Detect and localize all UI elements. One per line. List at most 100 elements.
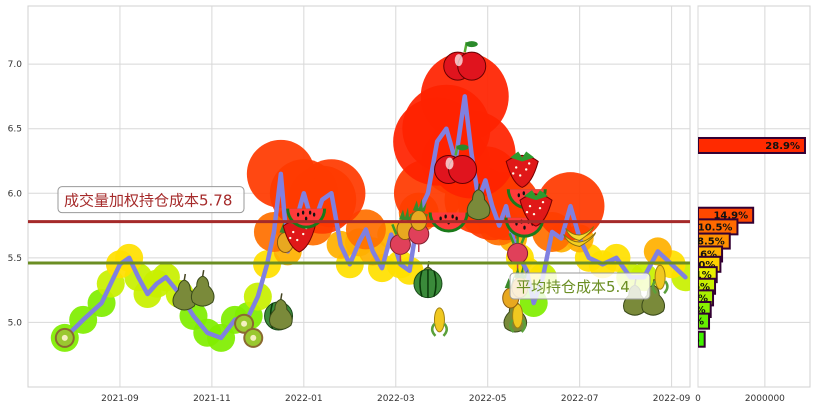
distribution-bar-label: 4.1% [680, 293, 708, 304]
melon-icon-part [419, 269, 437, 298]
strawberry-icon-part [532, 212, 536, 216]
strawberry-icon-part [538, 206, 542, 210]
y-tick-label: 5.0 [8, 318, 23, 328]
reference-label-box [57, 186, 245, 214]
kiwi-icon-part [250, 334, 257, 341]
corn-icon-part [433, 307, 445, 333]
pear-icon [269, 293, 293, 330]
apple-icon-part [448, 154, 478, 184]
main-chart-panel: 5.0 5.5 6.0 6.5 7.0 2021-09 2021-11 2022-01 2022… [8, 5, 691, 404]
corn-icon [651, 264, 669, 295]
watermelon-icon-part [301, 210, 305, 215]
x-tick-label: 2022-05 [469, 394, 507, 404]
strawberry-icon-part [302, 232, 305, 236]
apple-icon-part [456, 144, 469, 151]
reference-label: 平均持仓成本5.4 [516, 278, 630, 296]
y-tick-label: 6.0 [8, 189, 23, 199]
x-tick-label: 2022-03 [377, 394, 415, 404]
radish-icon-part [507, 242, 529, 264]
watermelon-icon-part [523, 225, 526, 230]
x-tick-label: 2021-09 [101, 394, 139, 404]
kiwi-icon [54, 327, 75, 348]
banana-icon-part [565, 226, 595, 242]
x-tick-label: 2022-09 [653, 394, 691, 404]
watermelon-icon-part [517, 193, 520, 198]
strawberry-icon [505, 151, 539, 188]
side-plot-content: 28.9%14.9%10.5%8.5%6.6%6.0%5.1%4.6%4.1%3… [672, 136, 806, 348]
distribution-bar [698, 312, 711, 330]
distribution-bar-label: 1.8% [672, 335, 700, 346]
pear-icon-part [172, 279, 197, 311]
pear-icon-part [190, 275, 215, 307]
reference-label-box [509, 272, 651, 300]
strawberry-icon-part [525, 210, 529, 214]
corn-icon [509, 303, 527, 333]
pear-icon [466, 183, 491, 221]
x-tick-label: 2022-07 [561, 394, 599, 404]
distribution-bar-panel: 0 200000028.9%14.9%10.5%8.5%6.6%6.0%5.1%4… [672, 5, 811, 404]
strawberry-icon [519, 190, 553, 227]
strawberry-icon-part [296, 238, 299, 242]
kiwi-icon [234, 313, 255, 334]
strawberry-icon-part [515, 166, 518, 169]
watermelon-icon-part [455, 216, 458, 221]
watermelon-icon-part [522, 191, 525, 196]
distribution-bar-label: 8.5% [697, 237, 725, 248]
watermelon-icon-part [439, 216, 442, 221]
apple-icon [434, 144, 478, 184]
strawberry-icon-part [523, 190, 548, 201]
pineapple-icon-part [412, 198, 427, 212]
pear-icon-part [280, 293, 283, 300]
pear-icon-part [201, 270, 205, 277]
side-plot-frame [697, 5, 811, 388]
strawberry-icon-part [292, 230, 295, 234]
watermelon-icon-part [312, 212, 316, 217]
pear-icon [190, 270, 215, 307]
distribution-bar-label: 3.0% [676, 317, 704, 328]
reference-label: 成交量加权持仓成本5.78 [64, 192, 232, 210]
distribution-bar-label: 3.5% [678, 305, 706, 316]
strawberry-icon-part [510, 151, 535, 162]
apple-icon-part [454, 54, 463, 67]
watermelon-icon-part [451, 214, 454, 219]
x-tick-label: 2022-01 [285, 394, 323, 404]
strawberry-icon-part [512, 172, 515, 175]
strawberry-icon-part [528, 204, 532, 208]
distribution-bar-label: 28.9% [765, 141, 800, 152]
apple-icon [443, 41, 487, 81]
distribution-bar-label: 4.6% [682, 282, 710, 293]
corn-icon-part [509, 319, 527, 333]
apple-icon-part [465, 41, 478, 48]
strawberry-icon-part [528, 162, 531, 165]
pineapple-icon-part [398, 207, 413, 221]
side-x-tick-label: 0 [695, 394, 701, 404]
corn-icon-part [430, 323, 448, 337]
pear-icon-part [477, 183, 481, 190]
y-tick-label: 6.5 [8, 125, 22, 135]
strawberry-icon-part [519, 174, 522, 177]
pear-icon-part [183, 273, 187, 281]
banana-icon-part [563, 232, 597, 247]
distribution-bar-label: 6.6% [689, 249, 717, 260]
strawberry-icon-part [525, 168, 528, 171]
banana-icon [563, 226, 597, 247]
kiwi-icon [243, 327, 264, 348]
pear-icon-part [269, 298, 293, 330]
melon-icon [413, 269, 443, 299]
distribution-bar-label: 10.5% [698, 222, 733, 233]
corn-icon-part [651, 280, 669, 295]
watermelon-icon-part [444, 214, 447, 219]
pear-icon-part [466, 189, 491, 221]
kiwi-icon-part [61, 334, 68, 341]
main-plot-content [50, 41, 690, 352]
distribution-bar-label: 14.9% [713, 211, 748, 222]
side-x-tick-label: 2000000 [745, 394, 785, 404]
pear-icon [172, 273, 197, 311]
x-tick-label: 2021-11 [193, 394, 231, 404]
watermelon-icon-part [296, 212, 300, 217]
distribution-bar-label: 6.0% [688, 260, 716, 271]
corn-icon-part [654, 264, 666, 290]
apple-icon-part [445, 157, 454, 170]
distribution-bar-label: 5.1% [684, 270, 712, 281]
